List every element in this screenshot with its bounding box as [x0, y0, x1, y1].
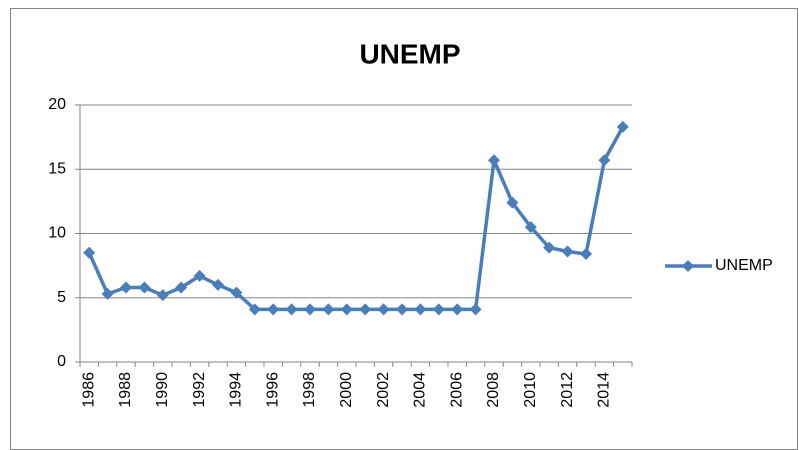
data-point: [543, 241, 556, 254]
data-point: [175, 281, 188, 294]
x-tick-label: 2014: [596, 372, 613, 408]
x-tick-label: 2010: [522, 372, 539, 408]
x-tick-label: 1990: [154, 372, 171, 408]
data-point: [469, 303, 482, 316]
data-point: [580, 248, 592, 261]
x-tick-label: 1988: [117, 372, 134, 408]
data-point: [432, 303, 445, 316]
x-tick-label: 2006: [448, 372, 465, 408]
data-point: [561, 245, 574, 258]
data-point: [101, 287, 114, 300]
y-tick-label: 15: [48, 160, 66, 177]
data-point: [396, 303, 408, 316]
data-point: [414, 303, 427, 316]
data-point: [451, 303, 464, 316]
data-point: [212, 278, 224, 291]
x-tick-label: 2004: [412, 372, 429, 408]
data-point: [248, 303, 261, 316]
y-tick-label: 5: [57, 289, 66, 306]
x-tick-label: 1994: [228, 372, 245, 408]
x-tick-label: 2002: [375, 372, 392, 408]
data-point: [377, 303, 390, 316]
x-tick-label: 1986: [80, 372, 97, 408]
data-point: [598, 154, 611, 167]
x-tick-label: 2008: [485, 372, 502, 408]
data-point: [193, 269, 206, 282]
data-point: [322, 303, 335, 316]
legend-marker: [682, 260, 694, 272]
data-point: [156, 289, 169, 302]
y-tick-label: 10: [48, 225, 66, 242]
data-point: [488, 154, 500, 167]
data-point: [230, 286, 243, 299]
legend-label: UNEMP: [715, 257, 773, 274]
data-point: [138, 281, 151, 294]
chart-frame: [10, 8, 798, 450]
data-point: [359, 303, 372, 316]
y-tick-label: 20: [48, 96, 66, 113]
data-point: [340, 303, 353, 316]
x-tick-label: 2000: [338, 372, 355, 408]
x-tick-label: 1992: [191, 372, 208, 408]
data-point: [285, 303, 298, 316]
data-point: [506, 196, 519, 209]
y-tick-label: 0: [57, 353, 66, 370]
chart-title: UNEMP: [359, 38, 460, 69]
data-point: [524, 221, 537, 234]
x-tick-label: 1998: [301, 372, 318, 408]
x-tick-label: 2012: [559, 372, 576, 408]
data-point: [267, 303, 280, 316]
data-point: [616, 120, 629, 133]
data-point: [304, 303, 316, 316]
data-point: [120, 281, 132, 294]
x-tick-label: 1996: [264, 372, 281, 408]
data-point: [83, 246, 96, 259]
